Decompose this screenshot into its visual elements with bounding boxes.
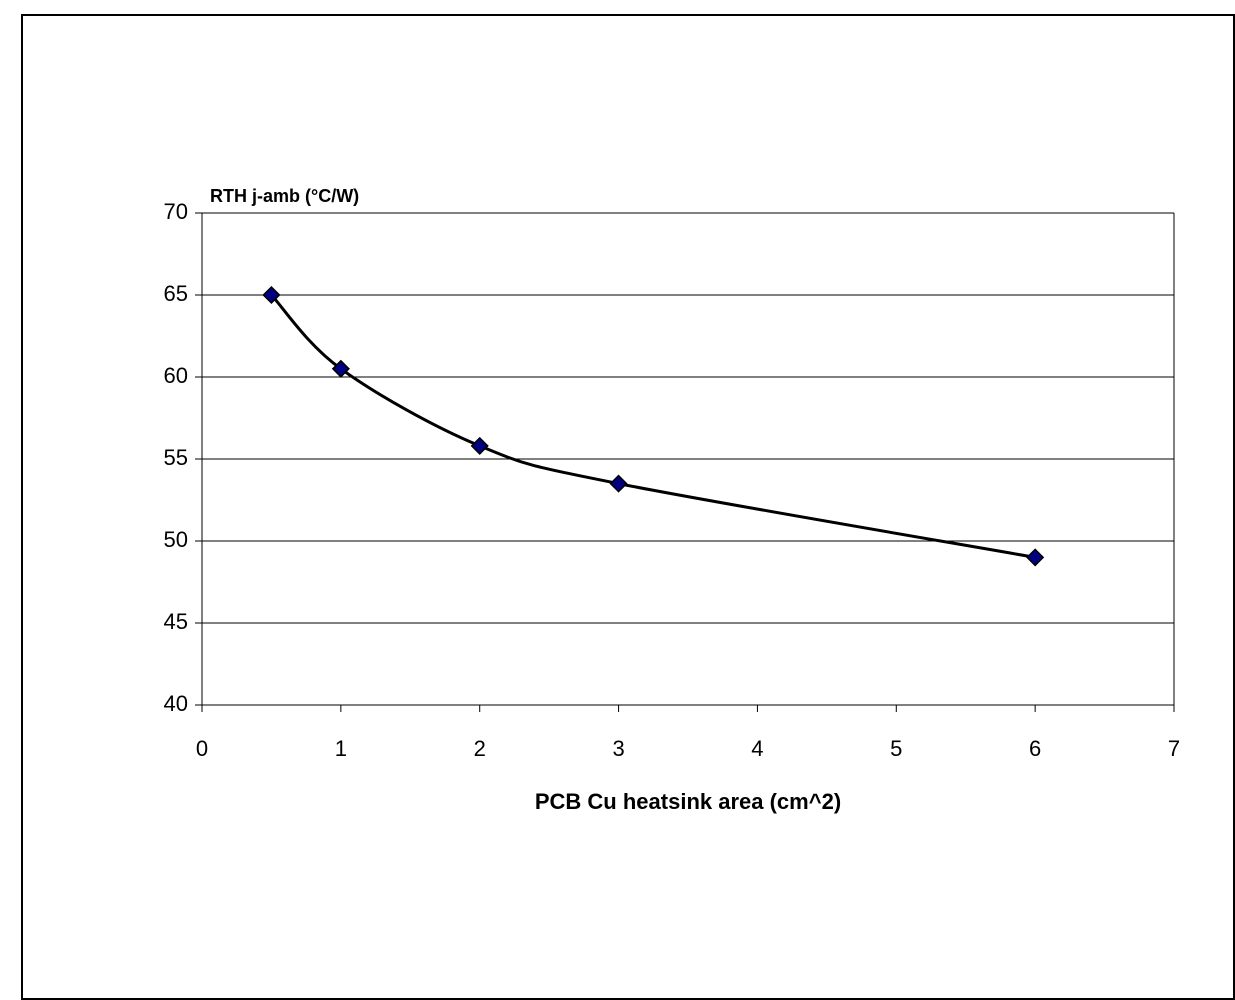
data-line xyxy=(270,293,1036,559)
y-tick-label: 50 xyxy=(164,527,188,552)
data-point xyxy=(609,474,628,493)
data-point xyxy=(470,436,489,455)
x-tick-label: 5 xyxy=(890,736,902,761)
data-point xyxy=(262,285,281,305)
x-tick-label: 7 xyxy=(1168,736,1180,761)
x-tick-label: 4 xyxy=(751,736,763,761)
y-tick-label: 70 xyxy=(164,199,188,224)
x-tick-label: 6 xyxy=(1029,736,1041,761)
y-tick-label: 40 xyxy=(164,691,188,716)
data-point xyxy=(331,359,350,378)
x-axis-title: PCB Cu heatsink area (cm^2) xyxy=(535,789,841,814)
x-tick-label: 3 xyxy=(612,736,624,761)
data-point xyxy=(1026,548,1045,567)
y-axis-title: RTH j-amb (°C/W) xyxy=(210,186,359,206)
y-tick-label: 65 xyxy=(164,281,188,306)
x-tick-label: 1 xyxy=(335,736,347,761)
x-tick-label: 2 xyxy=(474,736,486,761)
frame xyxy=(21,14,1235,1000)
x-tick-label: 0 xyxy=(196,736,208,761)
y-tick-label: 45 xyxy=(164,609,188,634)
y-tick-label: 60 xyxy=(164,363,188,388)
y-tick-label: 55 xyxy=(164,445,188,470)
